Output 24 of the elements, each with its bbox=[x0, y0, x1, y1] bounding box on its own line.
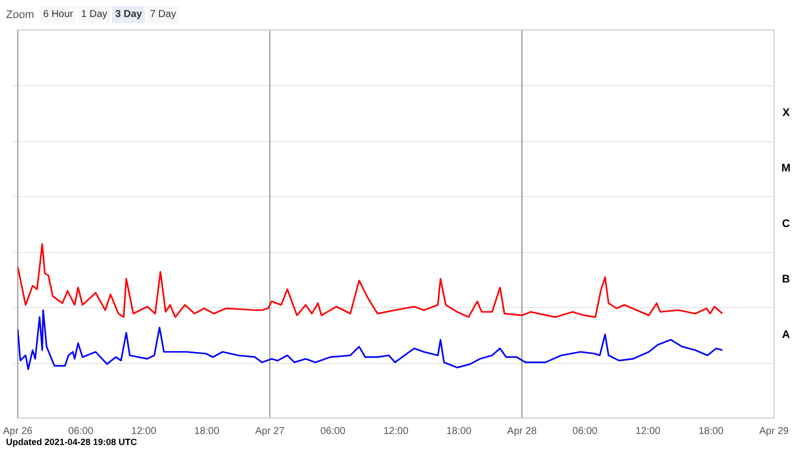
text: 3 Day bbox=[112, 6, 145, 23]
x-tick-label: 12:00 bbox=[131, 426, 157, 437]
text: 6 Hour bbox=[40, 6, 76, 23]
x-tick-label: Apr 27 bbox=[255, 426, 285, 437]
text: M bbox=[781, 162, 791, 175]
x-tick-label: Apr 29 bbox=[759, 426, 790, 437]
x-tick-label: 18:00 bbox=[194, 426, 220, 437]
x-tick-label: 12:00 bbox=[635, 426, 661, 437]
text: Updated 2021-04-28 19:08 UTC bbox=[6, 437, 138, 447]
x-tick-label: Apr 28 bbox=[507, 426, 538, 437]
x-tick-label: 06:00 bbox=[572, 426, 598, 437]
text: C bbox=[782, 218, 790, 230]
x-tick-label: 18:00 bbox=[698, 426, 724, 437]
text: B bbox=[782, 273, 790, 286]
x-tick-label: 12:00 bbox=[383, 426, 409, 437]
text: A bbox=[782, 328, 790, 341]
x-tick-label: 06:00 bbox=[68, 426, 94, 437]
text: X bbox=[782, 107, 790, 120]
text: Zoom bbox=[6, 8, 34, 20]
x-tick-label: 18:00 bbox=[446, 426, 472, 437]
text: 1 Day bbox=[78, 6, 110, 23]
text: 7 Day bbox=[146, 6, 180, 23]
x-tick-label: Apr 26 bbox=[2, 426, 33, 437]
x-tick-label: 06:00 bbox=[320, 426, 346, 437]
